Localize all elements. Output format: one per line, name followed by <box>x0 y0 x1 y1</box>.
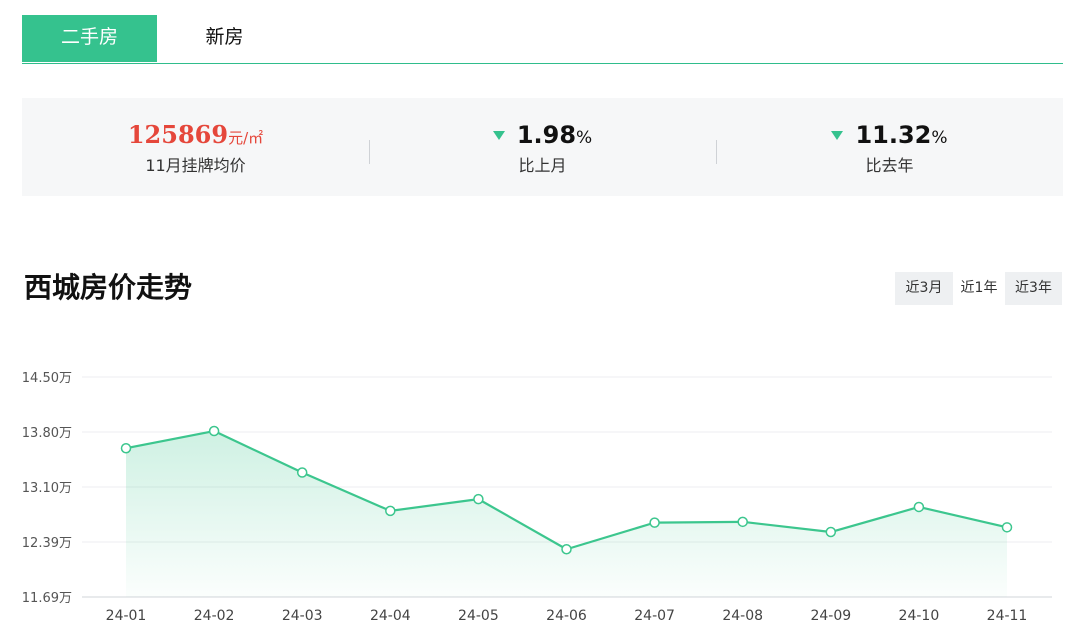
y-tick-label: 14.50万 <box>22 371 72 386</box>
data-point[interactable] <box>208 425 220 437</box>
y-tick-label: 13.80万 <box>22 426 72 441</box>
x-tick-label: 24-09 <box>810 608 851 624</box>
time-range-selector: 近3月 近1年 近3年 <box>895 272 1062 305</box>
data-point[interactable] <box>1001 522 1013 533</box>
yoy-change-value: 11.32 <box>855 121 932 149</box>
x-tick-label: 24-02 <box>194 608 235 624</box>
x-tick-label: 24-11 <box>987 608 1028 624</box>
triangle-down-icon <box>831 131 844 140</box>
data-point[interactable] <box>913 501 925 513</box>
mom-change-stat: 1.98% 比上月 <box>369 98 716 196</box>
mom-change-caption: 比上月 <box>518 156 567 175</box>
tab-second-hand[interactable]: 二手房 <box>22 15 157 62</box>
data-point[interactable] <box>296 467 308 478</box>
price-stats-panel: 125869元/㎡ 11月挂牌均价 1.98% 比上月 11.32% 比去年 <box>22 98 1063 196</box>
yoy-change-caption: 比去年 <box>865 156 914 175</box>
data-point[interactable] <box>473 493 484 505</box>
range-3-months-button[interactable]: 近3月 <box>895 272 953 305</box>
price-trend-chart: 14.50万 13.80万 13.10万 12.39万 11.69万 24-01 24-0… <box>22 371 1052 624</box>
x-tick-label: 24-08 <box>722 608 763 624</box>
x-tick-label: 24-05 <box>458 608 499 624</box>
triangle-down-icon <box>492 131 505 140</box>
series-area <box>126 431 1007 597</box>
data-point[interactable] <box>385 505 396 517</box>
avg-price-caption: 11月挂牌均价 <box>145 156 246 175</box>
range-1-year-button[interactable]: 近1年 <box>953 272 1005 305</box>
data-point[interactable] <box>561 543 572 555</box>
x-tick-label: 24-01 <box>106 608 147 624</box>
x-tick-label: 24-03 <box>282 608 323 624</box>
x-tick-label: 24-07 <box>634 608 675 624</box>
stat-divider <box>716 140 717 164</box>
x-tick-label: 24-04 <box>370 608 411 624</box>
y-tick-label: 12.39万 <box>22 536 72 551</box>
avg-price-stat: 125869元/㎡ 11月挂牌均价 <box>22 98 369 196</box>
data-point[interactable] <box>649 517 660 528</box>
chart-title: 西城房价走势 <box>24 271 193 304</box>
mom-change-unit: % <box>576 128 593 148</box>
avg-price-value: 125869 <box>127 120 229 149</box>
tab-new-house[interactable]: 新房 <box>205 26 244 48</box>
data-point[interactable] <box>120 442 132 454</box>
x-tick-label: 24-10 <box>899 608 940 624</box>
house-type-tabs: 二手房 新房 <box>22 15 1063 64</box>
yoy-change-unit: % <box>931 128 948 148</box>
mom-change-value: 1.98 <box>516 121 577 149</box>
y-tick-label: 11.69万 <box>22 591 72 606</box>
range-3-years-button[interactable]: 近3年 <box>1005 272 1062 305</box>
stat-divider <box>369 140 370 164</box>
y-tick-label: 13.10万 <box>22 481 72 496</box>
avg-price-unit: 元/㎡ <box>228 129 264 147</box>
x-tick-label: 24-06 <box>546 608 587 624</box>
yoy-change-stat: 11.32% 比去年 <box>716 98 1063 196</box>
data-point[interactable] <box>737 516 748 528</box>
data-point[interactable] <box>825 526 837 538</box>
